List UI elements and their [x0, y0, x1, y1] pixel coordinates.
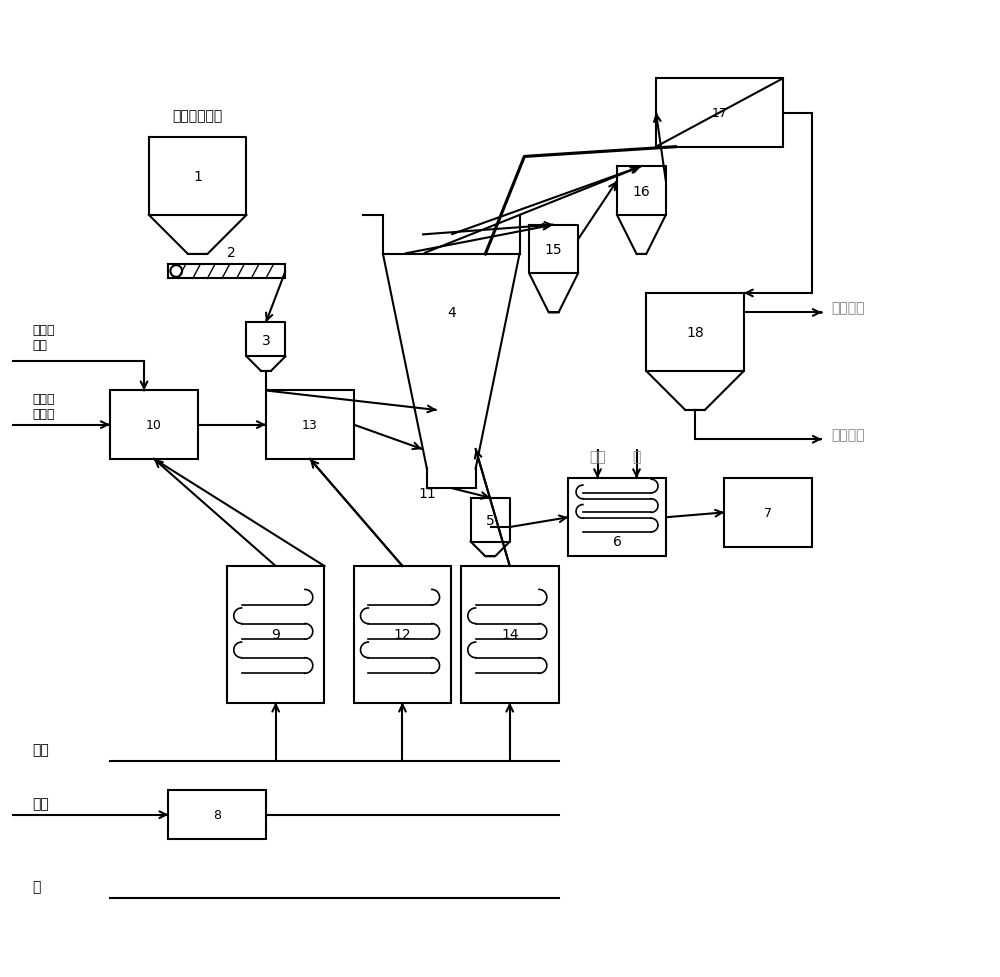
Bar [110, 391, 198, 459]
Bar [266, 391, 354, 459]
Text: 煤气: 煤气 [32, 796, 49, 810]
Text: 16: 16 [633, 185, 650, 198]
Text: 5: 5 [486, 514, 495, 528]
Text: 锂反应
原料: 锂反应 原料 [32, 324, 54, 352]
Text: 14: 14 [501, 627, 519, 642]
Text: 8: 8 [213, 808, 221, 822]
Text: 1: 1 [193, 170, 202, 184]
Text: 13: 13 [302, 419, 318, 432]
Text: 11: 11 [418, 487, 436, 500]
Text: 15: 15 [545, 243, 562, 257]
Text: 12: 12 [394, 627, 411, 642]
Bar [227, 567, 324, 702]
Text: 4: 4 [447, 306, 456, 320]
Text: 2: 2 [227, 245, 236, 260]
Text: 蒸汽: 蒸汽 [589, 450, 606, 464]
Text: 9: 9 [271, 627, 280, 642]
Text: 18: 18 [686, 325, 704, 340]
Text: 废气排放: 废气排放 [832, 301, 865, 316]
Bar [461, 567, 559, 702]
Text: 载气: 载气 [32, 743, 49, 756]
Bar [168, 790, 266, 839]
Bar [568, 479, 666, 557]
Bar [354, 567, 451, 702]
Text: 6: 6 [613, 535, 621, 549]
Bar [656, 79, 783, 148]
Text: 7: 7 [764, 506, 772, 520]
Text: 金属反
应原料: 金属反 应原料 [32, 393, 54, 420]
Bar [724, 479, 812, 547]
Text: 正极材料粉体: 正极材料粉体 [173, 109, 223, 123]
Text: 水: 水 [632, 450, 641, 464]
Text: 10: 10 [146, 419, 162, 432]
Text: 3: 3 [262, 333, 270, 348]
Text: 盐酸溶液: 盐酸溶液 [832, 428, 865, 442]
Text: 17: 17 [711, 106, 727, 120]
Text: 水: 水 [32, 879, 40, 893]
